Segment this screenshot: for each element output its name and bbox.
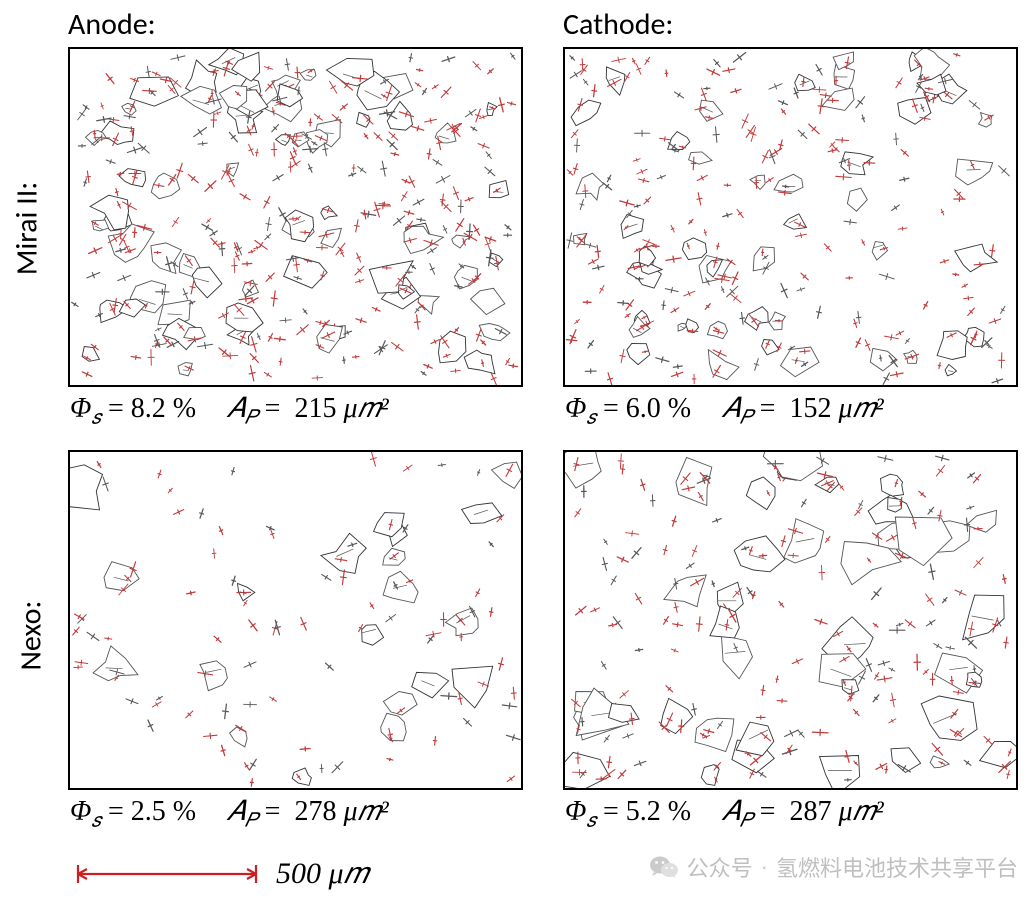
- watermark-prefix: 公众号: [687, 851, 753, 883]
- micrograph-nexo-cathode: [563, 450, 1018, 790]
- watermark: 公众号 · 氢燃料电池技术共享平台: [649, 851, 1018, 883]
- scale-bar: 500 μ𝑚: [72, 857, 368, 891]
- phi-s-mirai-anode: Φ𝑠 = 8.2 %: [70, 393, 196, 430]
- caption-nexo-anode: Φ𝑠 = 2.5 % 𝐴𝑃 = 278 μ𝑚²: [68, 790, 523, 847]
- panel-mirai-cathode: Φ𝑠 = 6.0 % 𝐴𝑃 = 152 μ𝑚²: [563, 47, 1018, 444]
- phi-s-mirai-cathode: Φ𝑠 = 6.0 %: [565, 393, 691, 430]
- scale-bar-arrow: [72, 859, 262, 889]
- micrograph-mirai-anode: [68, 47, 523, 387]
- particles-nexo-cathode: [565, 452, 1016, 788]
- column-headers: Anode: Cathode:: [68, 6, 1024, 43]
- particles-nexo-anode: [70, 452, 521, 788]
- wechat-icon: [649, 854, 679, 880]
- panel-nexo-cathode: Φ𝑠 = 5.2 % 𝐴𝑃 = 287 μ𝑚²: [563, 450, 1018, 847]
- watermark-separator: ·: [761, 854, 768, 880]
- caption-mirai-cathode: Φ𝑠 = 6.0 % 𝐴𝑃 = 152 μ𝑚²: [563, 387, 1018, 444]
- col-header-cathode: Cathode:: [563, 6, 1018, 43]
- panel-nexo-anode: Φ𝑠 = 2.5 % 𝐴𝑃 = 278 μ𝑚²: [68, 450, 523, 847]
- phi-s-nexo-anode: Φ𝑠 = 2.5 %: [70, 796, 196, 833]
- caption-mirai-anode: Φ𝑠 = 8.2 % 𝐴𝑃 = 215 μ𝑚²: [68, 387, 523, 444]
- a-p-mirai-cathode: 𝐴𝑃 = 152 μ𝑚²: [721, 393, 884, 430]
- panel-mirai-anode: Φ𝑠 = 8.2 % 𝐴𝑃 = 215 μ𝑚²: [68, 47, 523, 444]
- figure-grid: Anode: Cathode: Φ𝑠 = 8.2 % 𝐴𝑃 = 215 μ𝑚²: [68, 6, 1024, 852]
- row-label-nexo: Nexo:: [12, 601, 49, 671]
- col-header-anode: Anode:: [68, 6, 523, 43]
- row-label-mirai: Mirai II:: [8, 182, 45, 276]
- a-p-nexo-cathode: 𝐴𝑃 = 287 μ𝑚²: [721, 796, 884, 833]
- caption-nexo-cathode: Φ𝑠 = 5.2 % 𝐴𝑃 = 287 μ𝑚²: [563, 790, 1018, 847]
- particles-mirai-cathode: [565, 49, 1016, 385]
- phi-s-nexo-cathode: Φ𝑠 = 5.2 %: [565, 796, 691, 833]
- micrograph-mirai-cathode: [563, 47, 1018, 387]
- micrograph-nexo-anode: [68, 450, 523, 790]
- particles-mirai-anode: [70, 49, 521, 385]
- row-mirai: Φ𝑠 = 8.2 % 𝐴𝑃 = 215 μ𝑚² Φ𝑠 = 6.0: [68, 47, 1024, 444]
- a-p-mirai-anode: 𝐴𝑃 = 215 μ𝑚²: [226, 393, 389, 430]
- a-p-nexo-anode: 𝐴𝑃 = 278 μ𝑚²: [226, 796, 389, 833]
- scale-bar-label: 500 μ𝑚: [276, 857, 368, 891]
- row-nexo: Φ𝑠 = 2.5 % 𝐴𝑃 = 278 μ𝑚² Φ𝑠 = 5.2: [68, 450, 1024, 847]
- watermark-text: 氢燃料电池技术共享平台: [776, 851, 1018, 883]
